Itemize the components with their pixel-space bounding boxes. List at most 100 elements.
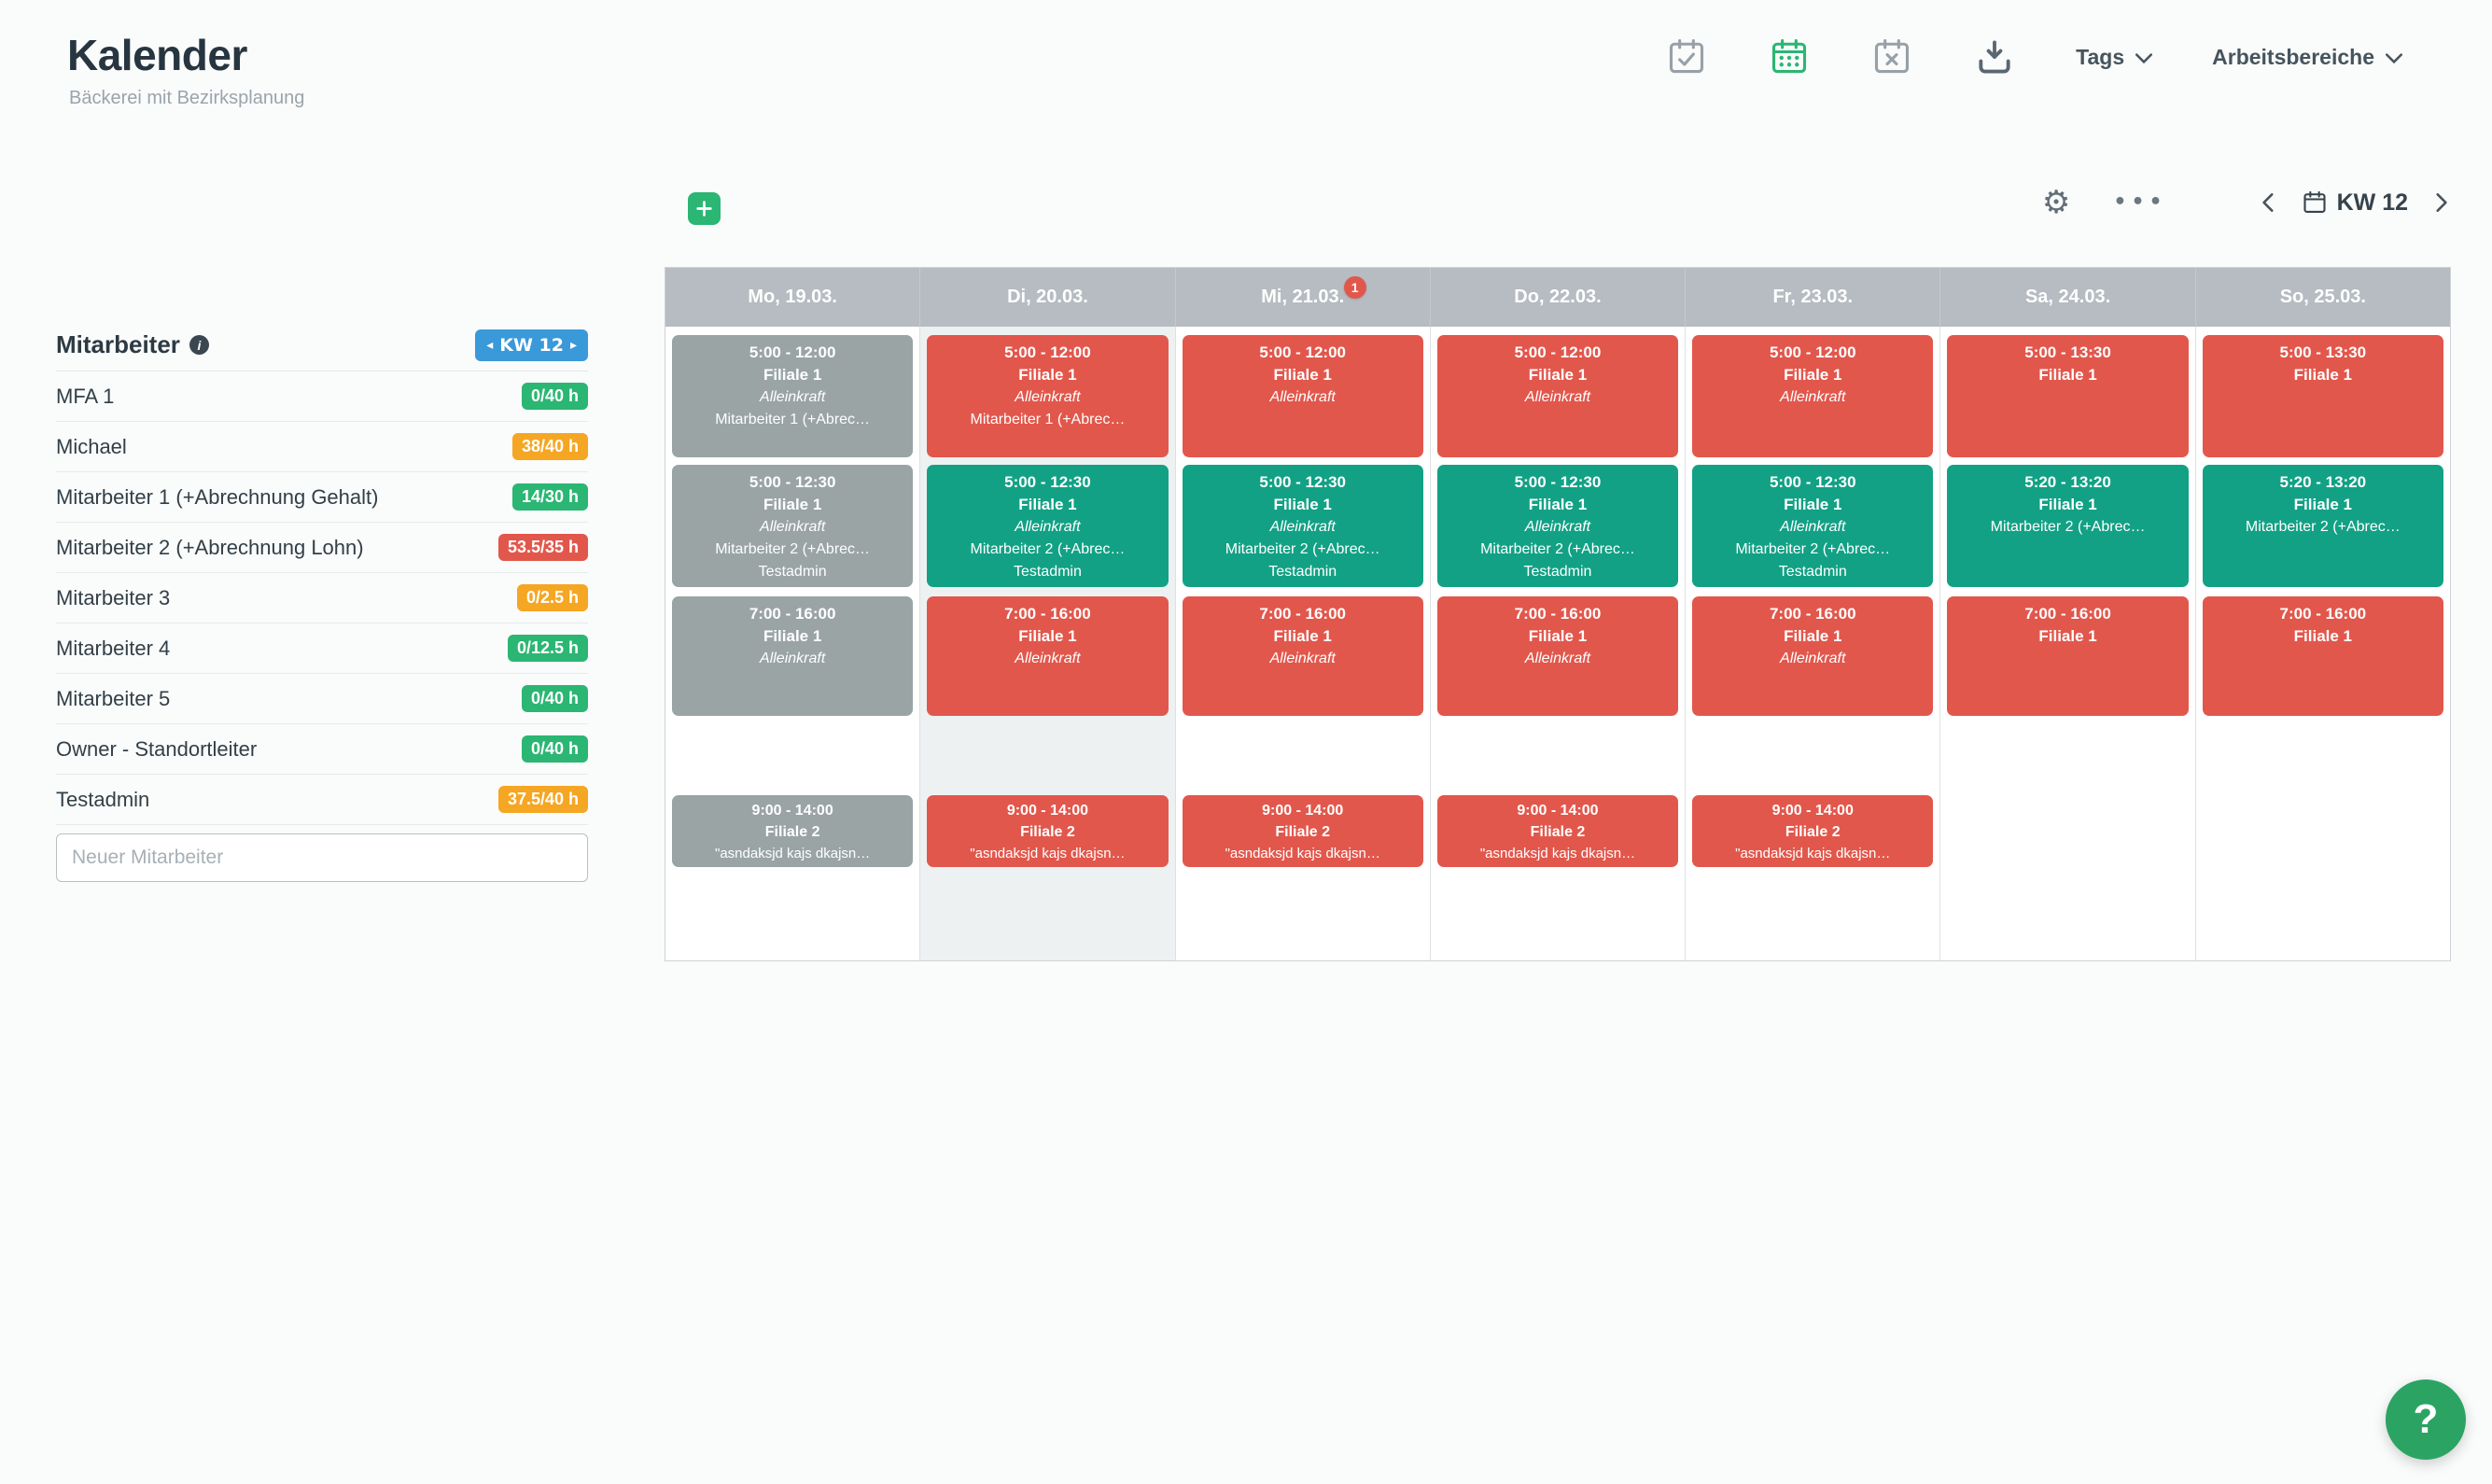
employee-name: Testadmin (56, 787, 150, 811)
calendar-month-icon[interactable] (1768, 35, 1811, 78)
shift-line: Filiale 2 (1275, 824, 1331, 840)
prev-week-arrow-icon[interactable]: ◂ (486, 337, 494, 353)
new-employee-input[interactable] (56, 833, 588, 882)
employee-row[interactable]: Michael 38/40 h (56, 422, 588, 472)
shift-line: "asndaksjd kajs dkajsn… (1225, 846, 1380, 861)
shift-line: Mitarbeiter 2 (+Abrec… (1480, 541, 1635, 557)
calendar-check-icon[interactable] (1665, 35, 1708, 78)
shift-slot (2196, 795, 2450, 960)
next-week-button[interactable] (2429, 190, 2453, 215)
shift-slot: 7:00 - 16:00 Filiale 1 (2196, 596, 2450, 795)
day-column[interactable]: 5:00 - 12:00 Filiale 1 Alleinkraft 5:00 - 1… (1174, 327, 1430, 960)
shift-card[interactable]: 7:00 - 16:00 Filiale 1 (1947, 596, 2189, 716)
next-week-arrow-icon[interactable]: ▸ (569, 337, 577, 353)
sidebar-title: Mitarbeiter (56, 330, 180, 358)
employee-row[interactable]: Owner - Standortleiter 0/40 h (56, 724, 588, 775)
day-header[interactable]: Mi, 21.03. 1 (1174, 268, 1430, 327)
shift-card[interactable]: 5:00 - 12:00 Filiale 1 Alleinkraft (1436, 335, 1679, 457)
shift-line: Testadmin (1523, 564, 1592, 580)
shift-card[interactable]: 7:00 - 16:00 Filiale 1 Alleinkraft (672, 596, 914, 716)
day-column[interactable]: 5:00 - 12:00 Filiale 1 Alleinkraft 5:00 - 1… (1429, 327, 1685, 960)
employee-row[interactable]: Testadmin 37.5/40 h (56, 775, 588, 825)
shift-slot: 5:00 - 12:00 Filiale 1 Alleinkraft Mitarbei… (665, 327, 919, 465)
day-label: Sa, 24.03. (2024, 287, 2111, 307)
employee-row[interactable]: Mitarbeiter 1 (+Abrechnung Gehalt) 14/30 … (56, 472, 588, 523)
shift-card[interactable]: 5:00 - 12:30 Filiale 1 Alleinkraft Mitarbei… (1182, 465, 1423, 587)
day-column[interactable]: 5:00 - 12:00 Filiale 1 Alleinkraft 5:00 - 1… (1685, 327, 1939, 960)
shift-line: Filiale 1 (1273, 627, 1332, 645)
shift-card[interactable]: 5:00 - 12:00 Filiale 1 Alleinkraft Mitarbei… (672, 335, 914, 457)
calendar-grid: Mo, 19.03. Di, 20.03. Mi, 21.03. 1 Do, 22.03… (665, 267, 2451, 961)
shift-line: 5:00 - 13:30 (2279, 343, 2367, 361)
shift-card[interactable]: 9:00 - 14:00 Filiale 2 "asndaksjd kajs dka… (1692, 795, 1934, 867)
employee-row[interactable]: MFA 1 0/40 h (56, 371, 588, 422)
day-header[interactable]: Fr, 23.03. (1685, 268, 1939, 327)
week-selector[interactable]: KW 12 (2302, 189, 2408, 217)
shift-card[interactable]: 9:00 - 14:00 Filiale 2 "asndaksjd kajs dka… (927, 795, 1169, 867)
shift-card[interactable]: 5:00 - 12:30 Filiale 1 Alleinkraft Mitarbei… (1692, 465, 1934, 587)
day-header[interactable]: Di, 20.03. (919, 268, 1174, 327)
shift-line: 7:00 - 16:00 (2279, 605, 2367, 623)
employee-row[interactable]: Mitarbeiter 5 0/40 h (56, 674, 588, 724)
shift-card[interactable]: 7:00 - 16:00 Filiale 1 Alleinkraft (1436, 596, 1679, 716)
day-label: Do, 22.03. (1514, 287, 1602, 307)
day-header[interactable]: Mo, 19.03. (665, 268, 919, 327)
shift-line: Filiale 1 (1784, 627, 1842, 645)
employee-row[interactable]: Mitarbeiter 2 (+Abrechnung Lohn) 53.5/35 … (56, 523, 588, 573)
workspaces-dropdown[interactable]: Arbeitsbereiche (2212, 45, 2402, 70)
shift-line: Filiale 1 (1784, 366, 1842, 384)
shift-card[interactable]: 7:00 - 16:00 Filiale 1 Alleinkraft (927, 596, 1169, 716)
shift-card[interactable]: 5:00 - 12:00 Filiale 1 Alleinkraft (1182, 335, 1423, 457)
shift-card[interactable]: 7:00 - 16:00 Filiale 1 Alleinkraft (1692, 596, 1934, 716)
shift-line: Filiale 1 (1273, 366, 1332, 384)
shift-line: 5:00 - 12:30 (1259, 473, 1347, 491)
tags-dropdown[interactable]: Tags (2076, 45, 2153, 70)
shift-card[interactable]: 9:00 - 14:00 Filiale 2 "asndaksjd kajs dka… (672, 795, 914, 867)
day-column[interactable]: 5:00 - 12:00 Filiale 1 Alleinkraft Mitarbei… (665, 327, 919, 960)
shift-card[interactable]: 5:00 - 13:30 Filiale 1 (1947, 335, 2189, 457)
day-label: So, 25.03. (2279, 287, 2366, 307)
shift-card[interactable]: 5:00 - 12:30 Filiale 1 Alleinkraft Mitarbei… (927, 465, 1169, 587)
shift-card[interactable]: 9:00 - 14:00 Filiale 2 "asndaksjd kajs dka… (1182, 795, 1423, 867)
shift-slot: 7:00 - 16:00 Filiale 1 Alleinkraft (665, 596, 919, 795)
employee-row[interactable]: Mitarbeiter 3 0/2.5 h (56, 573, 588, 623)
shift-card[interactable]: 5:20 - 13:20 Filiale 1 Mitarbeiter 2 (+Abr… (1947, 465, 2189, 587)
shift-card[interactable]: 5:00 - 12:30 Filiale 1 Alleinkraft Mitarbei… (672, 465, 914, 587)
shift-card[interactable]: 5:00 - 12:00 Filiale 1 Alleinkraft (1692, 335, 1934, 457)
shift-card[interactable]: 5:00 - 12:00 Filiale 1 Alleinkraft Mitarbei… (927, 335, 1169, 457)
shift-line: Alleinkraft (1015, 389, 1081, 405)
shift-card[interactable]: 5:00 - 12:30 Filiale 1 Alleinkraft Mitarbei… (1436, 465, 1679, 587)
day-column[interactable]: 5:00 - 13:30 Filiale 1 5:20 - 13:20 Filiale… (2194, 327, 2450, 960)
shift-card[interactable]: 7:00 - 16:00 Filiale 1 Alleinkraft (1182, 596, 1423, 716)
help-button[interactable]: ? (2386, 1379, 2466, 1460)
shift-line: Alleinkraft (1269, 389, 1336, 405)
sidebar-week-chip[interactable]: ◂ KW 12 ▸ (475, 329, 588, 361)
shift-card[interactable]: 7:00 - 16:00 Filiale 1 (2202, 596, 2443, 716)
shift-line: 5:00 - 12:00 (1769, 343, 1856, 361)
download-icon[interactable] (1973, 35, 2016, 78)
day-header[interactable]: Do, 22.03. (1429, 268, 1685, 327)
employee-row[interactable]: Mitarbeiter 4 0/12.5 h (56, 623, 588, 674)
day-column[interactable]: 5:00 - 12:00 Filiale 1 Alleinkraft Mitarbei… (919, 327, 1175, 960)
shift-slot: 5:00 - 13:30 Filiale 1 (2196, 327, 2450, 465)
day-header[interactable]: So, 25.03. (2194, 268, 2450, 327)
shift-slot: 9:00 - 14:00 Filiale 2 "asndaksjd kajs dka… (920, 795, 1174, 960)
settings-gear-icon[interactable]: ⚙ (2041, 184, 2071, 221)
shift-slot: 7:00 - 16:00 Filiale 1 Alleinkraft (1176, 596, 1430, 795)
shift-card[interactable]: 5:20 - 13:20 Filiale 1 Mitarbeiter 2 (+Abr… (2202, 465, 2443, 587)
shift-card[interactable]: 5:00 - 13:30 Filiale 1 (2202, 335, 2443, 457)
info-icon[interactable]: i (189, 335, 209, 355)
add-shift-button[interactable] (688, 192, 721, 225)
shift-slot: 5:20 - 13:20 Filiale 1 Mitarbeiter 2 (+Abr… (1940, 465, 2194, 596)
shift-card[interactable]: 9:00 - 14:00 Filiale 2 "asndaksjd kajs dka… (1436, 795, 1679, 867)
employee-hours-badge: 37.5/40 h (497, 786, 588, 813)
day-column[interactable]: 5:00 - 13:30 Filiale 1 5:20 - 13:20 Filiale… (1939, 327, 2194, 960)
shift-slot: 7:00 - 16:00 Filiale 1 (1940, 596, 2194, 795)
shift-slot: 9:00 - 14:00 Filiale 2 "asndaksjd kajs dka… (1686, 795, 1939, 960)
workspaces-label: Arbeitsbereiche (2212, 44, 2374, 69)
calendar-x-icon[interactable] (1870, 35, 1913, 78)
prev-week-button[interactable] (2257, 190, 2281, 215)
shift-line: Testadmin (758, 564, 827, 580)
more-options-icon[interactable]: ••• (2113, 190, 2167, 214)
day-header[interactable]: Sa, 24.03. (1939, 268, 2194, 327)
